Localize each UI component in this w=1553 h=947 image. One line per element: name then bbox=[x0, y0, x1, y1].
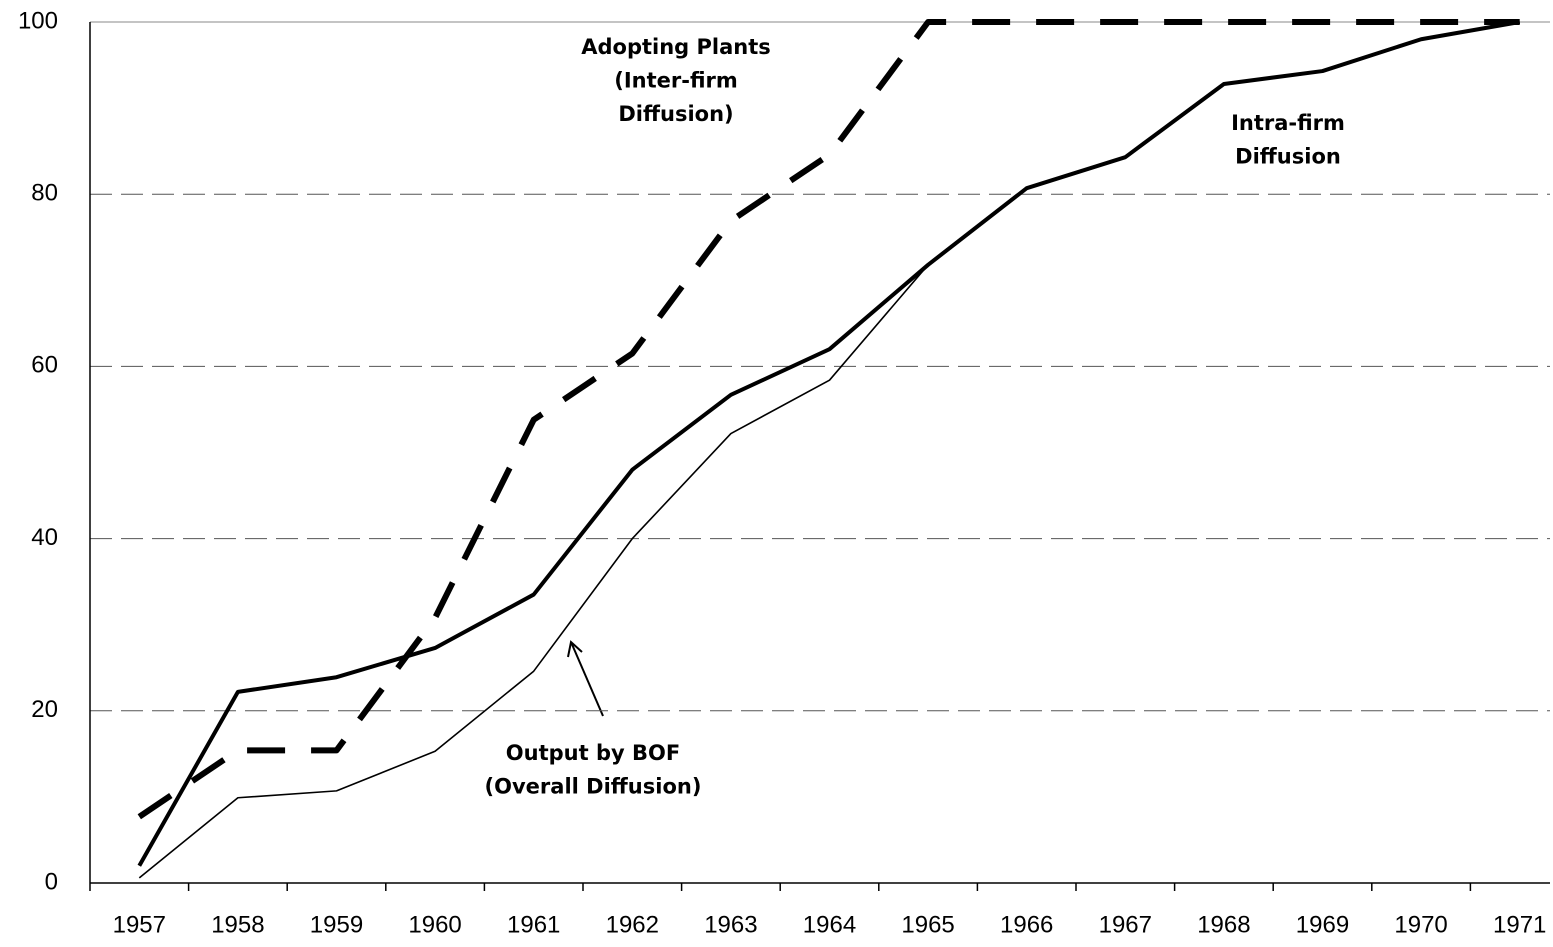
series-label: (Inter-firm bbox=[614, 69, 738, 93]
x-tick-label: 1959 bbox=[310, 911, 363, 938]
annotation-arrow bbox=[570, 641, 604, 717]
y-tick-label: 80 bbox=[31, 180, 58, 207]
x-tick-label: 1965 bbox=[901, 911, 954, 938]
x-tick-label: 1967 bbox=[1099, 911, 1152, 938]
series-label: (Overall Diffusion) bbox=[485, 775, 702, 799]
series-label: Diffusion bbox=[1235, 145, 1341, 169]
series-label: Diffusion) bbox=[618, 102, 733, 126]
series-label: Adopting Plants bbox=[581, 35, 771, 59]
y-tick-label: 60 bbox=[31, 352, 58, 379]
x-tick-label: 1964 bbox=[803, 911, 856, 938]
x-tick-label: 1970 bbox=[1394, 911, 1447, 938]
x-tick-label: 1971 bbox=[1493, 911, 1546, 938]
x-tick-label: 1958 bbox=[211, 911, 264, 938]
series-label: Intra-firm bbox=[1231, 111, 1345, 135]
x-tick-label: 1960 bbox=[408, 911, 461, 938]
arrow-head bbox=[567, 640, 583, 658]
x-tick-label: 1963 bbox=[704, 911, 757, 938]
y-tick-label: 20 bbox=[31, 696, 58, 723]
y-tick-label: 40 bbox=[31, 524, 58, 551]
series-line bbox=[137, 20, 1521, 867]
y-tick-label: 100 bbox=[18, 7, 58, 34]
x-tick-label: 1962 bbox=[606, 911, 659, 938]
x-tick-label: 1969 bbox=[1296, 911, 1349, 938]
x-tick-label: 1968 bbox=[1197, 911, 1250, 938]
series-line bbox=[137, 19, 1520, 820]
x-tick-label: 1957 bbox=[113, 911, 166, 938]
series-label: Output by BOF bbox=[506, 741, 680, 765]
x-tick-label: 1966 bbox=[1000, 911, 1053, 938]
y-tick-label: 0 bbox=[45, 868, 58, 895]
x-tick-label: 1961 bbox=[507, 911, 560, 938]
